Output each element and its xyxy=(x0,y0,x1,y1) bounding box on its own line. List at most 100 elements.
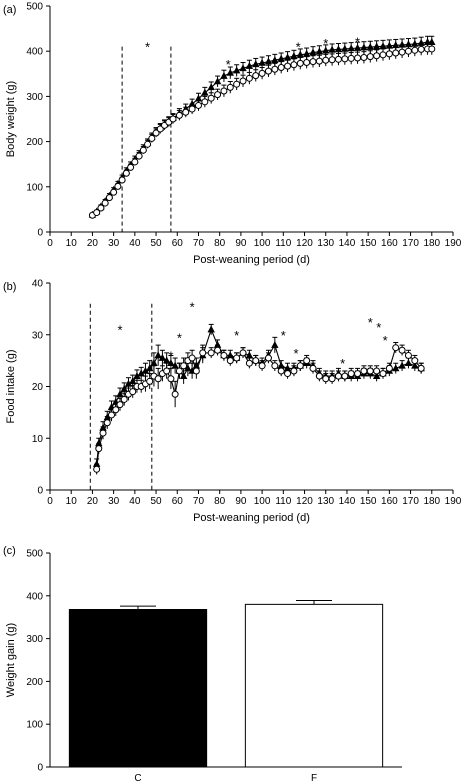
panel-a: (a) 0 100 200 300 400 500 0 10 20 30 40 50 60 70 80 90 1… xyxy=(3,2,462,267)
panel-a-label: (a) xyxy=(3,4,16,16)
panel-b-series-triangle-point xyxy=(158,353,167,361)
panel-a-series-circle-point xyxy=(148,134,156,142)
panel-b-series-circle-point xyxy=(303,357,311,365)
panel-a-x-tick-label: 110 xyxy=(275,238,291,249)
panel-a-series-circle-point xyxy=(322,56,330,64)
panel-b-series-circle-point xyxy=(95,445,103,453)
panel-a-series-circle-point xyxy=(411,46,419,54)
panel-a-series-circle-point xyxy=(309,58,317,66)
panel-a-series-circle-point xyxy=(122,169,130,177)
panel-b-series-circle-point xyxy=(296,362,304,370)
panel-b-series-circle-point xyxy=(129,388,137,396)
panel-b-series-circle-point xyxy=(398,346,406,354)
panel-a-series-circle-point xyxy=(252,72,260,80)
panel-a-x-tick-label: 100 xyxy=(254,238,271,249)
panel-b-series-circle-point xyxy=(154,375,162,383)
panel-a-series-circle-point xyxy=(175,111,183,119)
panel-a-series-triangle-point xyxy=(271,56,279,64)
panel-c-label: (c) xyxy=(3,545,16,557)
panel-a-series-triangle-point xyxy=(226,68,234,76)
panel-b-significance-marker: * xyxy=(281,328,286,343)
panel-c-y-tick-label: 300 xyxy=(26,634,43,645)
panel-a-x-tick-label: 170 xyxy=(402,238,419,249)
panel-b-series-triangle-point xyxy=(179,372,188,379)
panel-b-series-triangle-point xyxy=(398,361,406,369)
panel-a-x-tick-label: 50 xyxy=(150,238,162,249)
panel-c-y-tick-label: 500 xyxy=(26,549,43,560)
panel-b-series-circle-point xyxy=(347,370,355,378)
panel-a-series-circle-point xyxy=(152,129,160,137)
panel-a-series-circle-point xyxy=(315,57,323,65)
panel-b: (b) 0 10 20 30 40 0 10 20 30 40 50 60 70 80 90 100 110 12… xyxy=(3,279,462,525)
panel-c-y-tick-label: 400 xyxy=(26,591,43,602)
panel-a-significance-marker: * xyxy=(145,40,150,55)
panel-a-series-circle-point xyxy=(379,51,387,59)
panel-b-series-circle-point xyxy=(264,354,272,362)
panel-a-series-circle-point xyxy=(201,98,209,106)
panel-a-series-triangle-point xyxy=(220,71,228,79)
panel-b-series-triangle-point xyxy=(116,390,124,398)
panel-b-series-triangle-point xyxy=(271,340,279,348)
panel-b-series-triangle-point xyxy=(120,384,128,392)
panel-b-x-tick-label: 130 xyxy=(317,496,334,507)
panel-b-x-tick-label: 120 xyxy=(296,496,313,507)
panel-a-series-triangle-point xyxy=(360,43,368,51)
panel-b-series-circle-point xyxy=(175,367,183,375)
panel-a-x-tick-label: 60 xyxy=(172,238,184,249)
panel-b-x-tick-label: 190 xyxy=(445,496,462,507)
panel-a-series-triangle-point xyxy=(341,44,349,52)
panel-a-series-circle-point xyxy=(105,194,113,202)
panel-c-y-tick-label: 100 xyxy=(26,720,43,731)
panel-b-series-circle-point xyxy=(103,419,111,427)
panel-b-series-circle-point xyxy=(188,354,196,362)
panel-b-series-circle-point xyxy=(108,411,116,419)
panel-b-x-tick-label: 40 xyxy=(129,496,141,507)
panel-b-x-tick-label: 60 xyxy=(172,496,184,507)
panel-b-x-tick-label: 90 xyxy=(235,496,247,507)
panel-b-x-tick-label: 110 xyxy=(275,496,291,507)
panel-b-series-circle-point xyxy=(385,364,393,372)
panel-a-series-circle-point xyxy=(428,45,436,53)
panel-a-series-circle-point xyxy=(366,53,374,61)
panel-b-y-tick-label: 30 xyxy=(32,330,44,341)
panel-b-series-circle-point xyxy=(309,364,317,372)
panel-a-series-circle-point xyxy=(226,83,234,91)
panel-c-y-tick-label: 0 xyxy=(37,763,43,774)
panel-b-y-tick-label: 10 xyxy=(32,434,44,445)
panel-a-x-tick-label: 90 xyxy=(235,238,247,249)
panel-b-x-tick-label: 30 xyxy=(108,496,120,507)
panel-b-series-circle-point xyxy=(180,362,188,370)
panel-b-series-circle-point xyxy=(233,354,241,362)
panel-b-series-circle-point xyxy=(334,372,342,380)
panel-a-y-axis-label: Body weight (g) xyxy=(5,81,17,157)
panel-b-series-circle-point xyxy=(284,370,292,378)
panel-a-series-circle-point xyxy=(239,77,247,85)
panel-b-series-circle-point xyxy=(163,367,171,375)
panel-c-category-label-F: F xyxy=(311,773,317,784)
panel-a-series-circle-point xyxy=(264,67,272,75)
panel-a-series-circle-point xyxy=(131,158,139,166)
panel-a-significance-marker: * xyxy=(323,36,328,51)
panel-b-series-circle-point xyxy=(120,395,128,403)
panel-c-y-axis-label: Weight gain (g) xyxy=(5,623,17,697)
panel-b-series-circle-point xyxy=(207,349,215,357)
panel-a-series-triangle-point xyxy=(207,83,215,91)
panel-b-series-triangle-point xyxy=(392,364,400,372)
panel-b-significance-marker: * xyxy=(168,348,173,363)
panel-a-series-circle-point xyxy=(97,204,105,212)
panel-b-series-circle-point xyxy=(220,351,228,359)
panel-a-x-tick-label: 140 xyxy=(339,238,356,249)
panel-a-series-circle-point xyxy=(194,101,202,109)
panel-b-x-tick-label: 100 xyxy=(254,496,271,507)
panel-a-series-circle-point xyxy=(417,45,425,53)
panel-a-series-circle-point xyxy=(135,152,143,160)
panel-b-significance-marker: * xyxy=(190,299,195,314)
panel-b-significance-marker: * xyxy=(368,315,373,330)
panel-b-series-circle-point xyxy=(373,367,381,375)
panel-a-series-circle-point xyxy=(277,63,285,71)
panel-a-y-tick-label: 500 xyxy=(26,2,43,13)
panel-b-significance-marker: * xyxy=(177,330,182,345)
panel-b-series-triangle-point xyxy=(145,364,154,372)
panel-b-x-tick-label: 160 xyxy=(381,496,398,507)
panel-a-series-circle-point xyxy=(385,50,393,58)
